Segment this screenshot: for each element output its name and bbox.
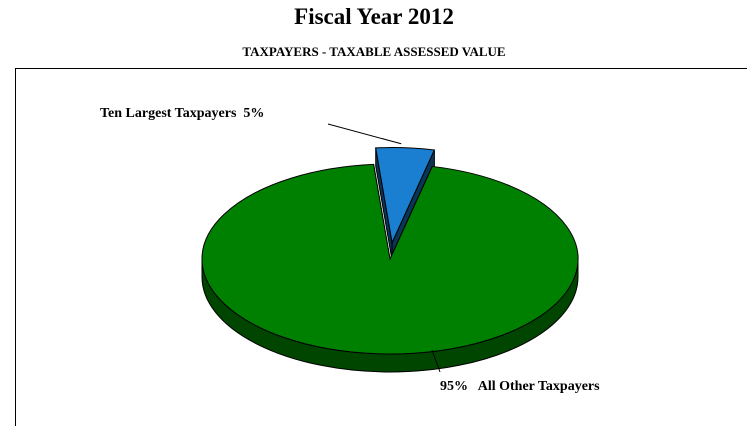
chart-subtitle: TAXPAYERS - TAXABLE ASSESSED VALUE: [242, 44, 506, 59]
label-ten-largest-taxpayers: Ten Largest Taxpayers 5%: [100, 106, 264, 121]
pie-slices-layer: [201, 147, 579, 373]
plot-area-frame: [15, 68, 747, 426]
leader-line-ten-largest: [327, 123, 402, 145]
pie-slice-all-other-taxpayers: [201, 163, 579, 373]
label-all-other-taxpayers: 95% All Other Taxpayers: [440, 379, 600, 394]
leader-line-all-other: [431, 349, 441, 373]
pie-labels-layer: Ten Largest Taxpayers 5% 95% All Other Ta…: [100, 106, 600, 394]
pie-slice-top-face: [201, 163, 579, 355]
chart-title: Fiscal Year 2012: [294, 4, 454, 29]
pie-slice-top-face: [375, 147, 436, 245]
